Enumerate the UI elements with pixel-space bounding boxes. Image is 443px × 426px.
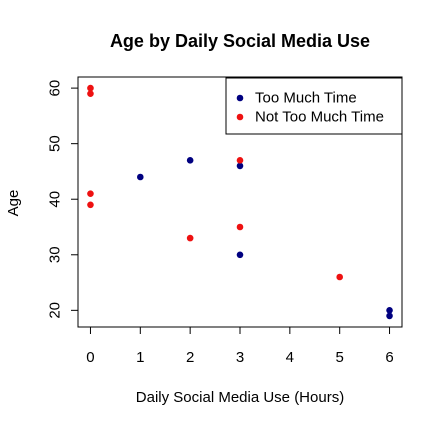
data-point: [87, 84, 94, 92]
x-axis-label: Daily Social Media Use (Hours): [136, 389, 344, 406]
x-tick-label: 3: [236, 349, 244, 366]
chart-title: Age by Daily Social Media Use: [110, 31, 370, 51]
y-tick-label: 60: [47, 80, 64, 97]
legend-entry: Not Too Much Time: [255, 109, 384, 126]
y-axis-label: Age: [5, 190, 22, 217]
data-point: [236, 251, 244, 259]
x-tick-label: 5: [336, 349, 344, 366]
x-tick-label: 4: [286, 349, 294, 366]
y-tick-label: 30: [47, 246, 64, 263]
data-point: [386, 312, 393, 320]
data-point: [336, 273, 343, 281]
data-point: [236, 157, 244, 164]
y-tick-label: 40: [47, 191, 64, 208]
x-tick-label: 1: [136, 349, 144, 366]
data-point: [87, 90, 94, 97]
data-point: [186, 157, 194, 164]
data-point: [186, 234, 194, 242]
data-point: [87, 190, 94, 197]
data-point: [236, 223, 244, 231]
x-tick-label: 6: [385, 349, 393, 366]
legend: Too Much Time Not Too Much Time: [225, 77, 403, 135]
legend-marker: [236, 94, 244, 102]
data-point: [137, 173, 144, 181]
legend-marker: [236, 113, 244, 121]
data-point: [236, 162, 244, 170]
data-point: [386, 307, 393, 314]
legend-entry: Too Much Time: [255, 90, 357, 107]
x-tick-label: 2: [186, 349, 194, 366]
y-tick-label: 50: [47, 135, 64, 152]
y-axis: 20 30 40 50 60: [47, 80, 78, 319]
data-point: [87, 201, 94, 209]
data-points: [87, 84, 393, 320]
x-axis: 0 1 2 3 4 5 6: [86, 327, 394, 366]
y-tick-label: 20: [47, 302, 64, 319]
x-tick-label: 0: [86, 349, 94, 366]
legend-box: [225, 77, 403, 135]
